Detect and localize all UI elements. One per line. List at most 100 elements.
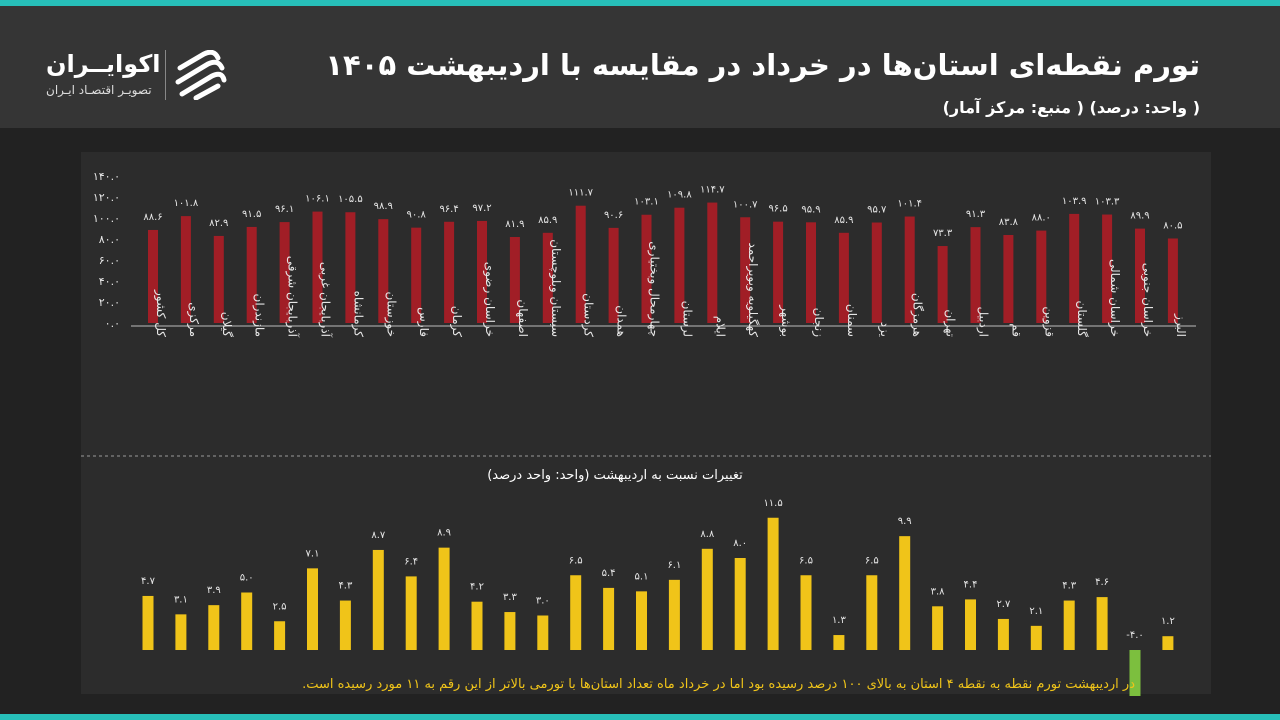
bar-value-label: ۹۵.۷ xyxy=(867,205,887,216)
bar-value-label: ۹۱.۳ xyxy=(966,209,986,220)
category-label: مرکزی xyxy=(186,302,201,337)
bar-value-label: ۲.۷ xyxy=(996,599,1011,610)
bar-value-label: ۶.۱ xyxy=(667,560,681,571)
bar xyxy=(575,205,586,323)
category-label: آذربایجان شرقی xyxy=(285,256,301,338)
logo-name: اکوایــران xyxy=(46,50,161,78)
bar-value-label: ۹۸.۹ xyxy=(374,201,393,212)
bar-value-label: ۴.۳ xyxy=(1062,581,1077,592)
bar xyxy=(180,216,191,323)
bar-value-label: ۹.۹ xyxy=(898,516,912,527)
note-text: در اردیبهشت تورم نقطه به نقطه ۴ استان به… xyxy=(302,677,1135,692)
bar-value-label: ۱۰۰.۷ xyxy=(733,199,758,210)
bar-value-label: ۴.۳ xyxy=(338,581,353,592)
bar xyxy=(767,517,779,650)
bar xyxy=(997,618,1009,650)
bar-value-label: ۹۷.۲ xyxy=(472,203,491,214)
category-label: هرمزگان xyxy=(910,293,925,337)
bar-value-label: ۷۳.۳ xyxy=(933,228,953,239)
bottom-accent-line xyxy=(0,714,1280,720)
category-label: همدان xyxy=(615,305,629,337)
bar-value-label: ۱۰۳.۹ xyxy=(1062,196,1087,207)
bar xyxy=(1036,230,1047,323)
bar-value-label: ۶.۵ xyxy=(799,555,813,566)
bar-value-label: ۸۱.۹ xyxy=(505,219,524,230)
bar xyxy=(970,227,981,323)
logo-tagline: تصویـر اقتصـاد ایـران xyxy=(46,83,152,97)
bar xyxy=(175,614,187,650)
bar-value-label: ۸.۷ xyxy=(371,530,386,541)
bar xyxy=(471,601,483,650)
bar-value-label: ۴.۶ xyxy=(1095,577,1109,588)
bar xyxy=(838,232,849,323)
bar xyxy=(1096,597,1108,650)
bar xyxy=(1129,650,1141,696)
bar-value-label: ۴.۴ xyxy=(964,579,978,590)
bar xyxy=(1135,228,1145,323)
bar-value-label: ۹۶.۱ xyxy=(275,204,294,215)
top-accent-line xyxy=(0,0,1280,6)
bar-value-label: ۸۵.۹ xyxy=(538,215,557,226)
bar xyxy=(438,547,450,650)
bar xyxy=(279,222,290,323)
y-tick-label: ۰.۰ xyxy=(105,317,120,330)
bar xyxy=(800,575,812,650)
category-label: آذربایجان غربی xyxy=(318,262,334,338)
bar xyxy=(701,548,713,650)
bar-value-label: ۱۱۱.۷ xyxy=(568,188,593,199)
page-title: تورم نقطه‌ای استان‌ها در خرداد در مقایسه… xyxy=(325,48,1200,82)
bar xyxy=(1003,235,1014,323)
category-label: گیلان xyxy=(220,312,234,338)
bar xyxy=(477,220,487,323)
bar xyxy=(148,229,158,323)
bar-value-label: ۹۰.۶ xyxy=(604,210,623,221)
bar-value-label: ۸.۹ xyxy=(437,528,451,539)
bar xyxy=(509,237,520,323)
bar xyxy=(307,568,318,650)
bar xyxy=(504,612,516,650)
bar xyxy=(674,207,685,323)
bar xyxy=(274,621,286,650)
bar-value-label: ۶.۴ xyxy=(404,556,418,567)
bar-value-label: ۱۰۶.۱ xyxy=(305,194,330,205)
bar xyxy=(899,536,911,650)
bar-value-label: ۱۰۱.۴ xyxy=(897,199,922,210)
bar-value-label: -۴.۰ xyxy=(1126,630,1144,641)
category-label: قم xyxy=(1009,323,1023,337)
bar-value-label: ۸۳.۸ xyxy=(999,217,1019,228)
category-label: لرستان xyxy=(679,301,694,337)
bar xyxy=(246,226,257,323)
category-label: خراسان جنوبی xyxy=(1140,263,1155,337)
bar xyxy=(937,246,948,323)
page-subtitle: ( واحد: درصد) ( منبع: مرکز آمار) xyxy=(942,98,1200,117)
bar-value-label: ۵.۱ xyxy=(635,571,649,582)
bar xyxy=(1167,238,1178,323)
bar-value-label: ۲.۱ xyxy=(1029,606,1043,617)
category-label: البرز xyxy=(1173,313,1188,337)
bar-value-label: ۱۰۳.۱ xyxy=(634,197,659,208)
bar xyxy=(806,222,816,323)
bar-value-label: ۱۰۳.۳ xyxy=(1095,197,1120,208)
category-label: گلستان xyxy=(1075,301,1089,338)
bar-value-label: ۹۵.۹ xyxy=(801,204,820,215)
bar-value-label: ۳.۸ xyxy=(931,586,946,597)
bar xyxy=(1102,214,1113,323)
bar-value-label: ۳.۱ xyxy=(174,594,188,605)
header: اکوایــران تصویـر اقتصـاد ایـران تورم نق… xyxy=(0,6,1280,128)
bar xyxy=(1162,636,1174,650)
bar-value-label: ۳.۰ xyxy=(536,596,550,607)
category-label: بوشهر xyxy=(778,304,793,337)
bar-value-label: ۱۰۹.۸ xyxy=(667,190,692,201)
category-label: اردبیل xyxy=(976,306,991,337)
bar xyxy=(378,219,389,323)
bar-value-label: ۱.۳ xyxy=(832,615,847,626)
bar-value-label: ۹۶.۴ xyxy=(439,204,458,215)
bar xyxy=(405,576,417,650)
bar xyxy=(208,605,220,650)
bar-value-label: ۸۹.۹ xyxy=(1130,211,1149,222)
bar xyxy=(345,212,356,323)
bar xyxy=(570,575,582,650)
category-label: مازندران xyxy=(252,294,267,337)
bar xyxy=(871,222,882,323)
